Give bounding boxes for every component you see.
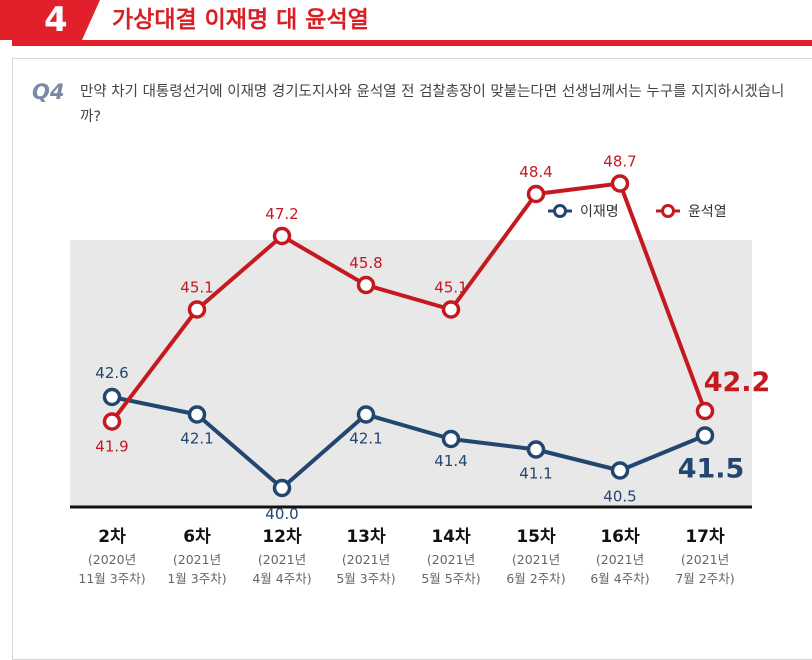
data-label: 42.1 [349,430,382,448]
category-label: 16차 [600,527,640,547]
data-point [441,300,461,319]
plot-area [70,240,752,506]
data-label: 45.1 [180,279,213,297]
data-label: 42.1 [180,430,213,448]
category-sublabel: 6월 2주차) [506,571,565,586]
data-label: 41.4 [434,452,467,470]
category-label: 15차 [516,527,556,547]
section-number: 4 [0,0,100,40]
data-label: 48.7 [603,153,636,171]
data-label: 45.1 [434,279,467,297]
question-text: 만약 차기 대통령선거에 이재명 경기도지사와 윤석열 전 검찰총장이 맞붙는다… [80,84,785,125]
data-point [441,429,461,449]
data-point [356,275,376,295]
category-label: 17차 [685,527,725,547]
data-label: 40.0 [265,505,298,523]
category-sublabel: 5월 5주차) [421,571,480,586]
category-sublabel: (2021년 [596,552,644,567]
category-sublabel: 7월 2주차) [675,571,734,586]
data-point [695,426,715,445]
category-sublabel: 6월 4주차) [590,571,649,586]
category-label: 2차 [98,527,126,547]
category-label: 12차 [262,527,302,547]
category-sublabel: (2021년 [427,552,475,567]
section-header: 4 가상대결 이재명 대 윤석열 [0,0,812,48]
category-label: 13차 [346,527,386,547]
data-point [356,405,376,424]
category-sublabel: 5월 3주차) [336,571,395,586]
category-label: 14차 [431,527,471,547]
category-sublabel: (2021년 [512,552,560,567]
series-line [111,395,706,490]
data-point [187,405,207,424]
data-point [102,387,122,407]
category-label: 6차 [183,527,211,547]
legend-label: 윤석열 [688,204,727,220]
data-point [272,226,292,246]
data-point [272,478,292,498]
data-label: 42.6 [95,364,128,382]
data-label: 40.5 [603,488,636,506]
data-label: 48.4 [519,163,552,181]
category-sublabel: 1월 3주차) [167,571,226,586]
data-label: 41.9 [95,438,128,456]
header-underline [12,40,812,46]
data-label: 42.2 [704,367,771,398]
data-point [526,440,546,459]
question-label: Q4 [32,80,65,104]
category-sublabel: (2021년 [681,552,729,567]
data-label: 45.8 [349,254,382,272]
category-sublabel: (2021년 [258,552,306,567]
legend-marker [553,204,567,218]
series-line [110,181,707,423]
data-label: 41.5 [678,454,745,485]
data-point [610,461,630,480]
legend-marker [661,204,675,218]
category-sublabel: (2020년 [88,552,136,567]
line-chart: 이재명 윤석열 42.6 42.1 40.0 42.1 41.4 41.1 40.5 41.5 41… [70,153,771,586]
category-sublabel: (2021년 [342,552,390,567]
data-point [102,412,122,431]
data-point [695,401,715,421]
data-label: 47.2 [265,205,298,223]
category-sublabel: (2021년 [173,552,221,567]
data-point [187,300,207,319]
data-point [610,174,630,193]
category-sublabel: 11월 3주차) [78,571,145,586]
data-label: 41.1 [519,465,552,483]
data-point [526,184,546,204]
category-sublabel: 4월 4주차) [252,571,311,586]
section-title: 가상대결 이재명 대 윤석열 [112,7,369,33]
legend-label: 이재명 [580,204,619,220]
